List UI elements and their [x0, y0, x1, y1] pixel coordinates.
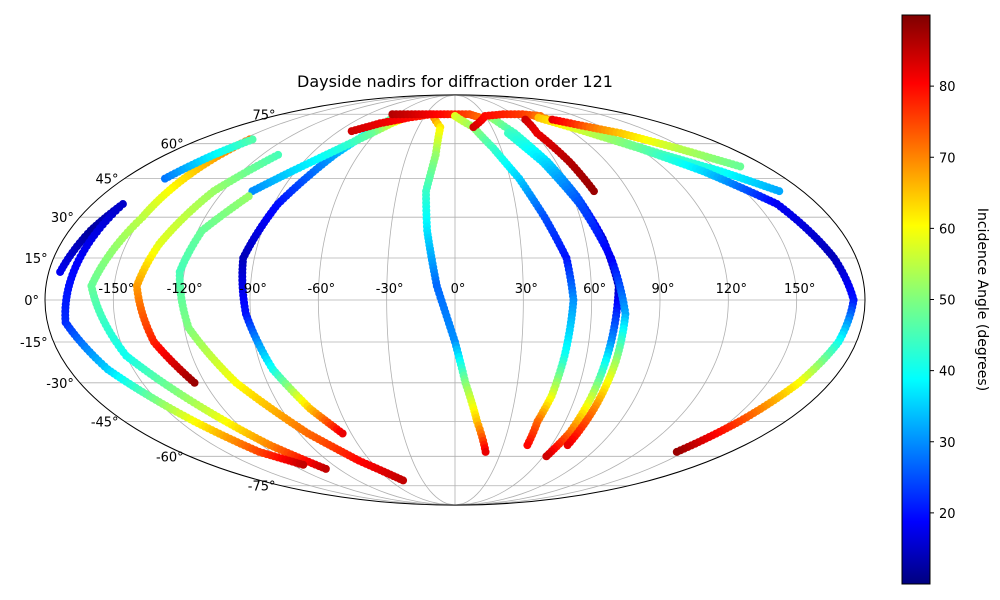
lat-tick-label: -45° — [91, 415, 119, 430]
lon-tick-label: -90° — [239, 282, 267, 297]
colorbar-tick-label: 80 — [939, 80, 956, 95]
lon-tick-label: -120° — [167, 282, 203, 297]
lat-tick-label: -60° — [156, 450, 184, 465]
data-point — [736, 162, 745, 171]
chart-title: Dayside nadirs for diffraction order 121 — [297, 72, 613, 91]
data-point — [481, 447, 490, 456]
lon-tick-label: -30° — [376, 282, 404, 297]
lon-tick-label: 30° — [515, 282, 538, 297]
lat-tick-label: 0° — [24, 294, 39, 309]
data-point — [399, 476, 408, 485]
lon-tick-label: 120° — [716, 282, 747, 297]
graticule — [45, 94, 865, 506]
latitude-tick-labels: -75° -60° -45° -30° -15° 0° 15° 30° 45° 60° 75° — [20, 108, 276, 494]
colorbar-label: Incidence Angle (degrees) — [974, 208, 990, 391]
lat-tick-label: 60° — [161, 138, 184, 153]
data-point — [542, 452, 551, 461]
lon-tick-label: -150° — [98, 282, 134, 297]
data-point — [190, 378, 199, 387]
data-point — [672, 447, 681, 456]
lon-tick-label: -60° — [307, 282, 335, 297]
lat-tick-label: -15° — [20, 336, 48, 351]
longitude-tick-labels: -150° -120° -90° -60° -30° 0° 30° 60° 90° 120° 150… — [98, 282, 815, 297]
lon-tick-label: 0° — [451, 282, 466, 297]
lat-tick-label: -75° — [248, 480, 276, 495]
lat-tick-label: -30° — [46, 377, 74, 392]
colorbar-tick-label: 30 — [939, 436, 956, 451]
map-outline — [44, 94, 866, 506]
data-point — [321, 464, 330, 473]
colorbar-ticks: 20 30 40 50 60 70 80 — [930, 80, 956, 522]
colorbar-tick-label: 50 — [939, 294, 956, 309]
data-point — [523, 441, 532, 450]
data-point — [589, 187, 598, 196]
lat-tick-label: 30° — [51, 211, 74, 226]
colorbar-tick-label: 60 — [939, 222, 956, 237]
lat-tick-label: 75° — [252, 108, 275, 123]
data-points — [56, 110, 858, 485]
data-point — [563, 441, 572, 450]
data-point — [775, 187, 784, 196]
lat-tick-label: 45° — [96, 173, 119, 188]
colorbar-tick-label: 70 — [939, 151, 956, 166]
data-point — [299, 460, 308, 469]
data-point — [338, 429, 347, 438]
colorbar-tick-label: 20 — [939, 507, 956, 522]
data-point — [248, 135, 257, 144]
lon-tick-label: 60° — [583, 282, 606, 297]
colorbar — [901, 14, 931, 585]
colorbar-tick-label: 40 — [939, 365, 956, 380]
lon-tick-label: 150° — [784, 282, 815, 297]
lon-tick-label: 90° — [651, 282, 674, 297]
lat-tick-label: 15° — [25, 252, 48, 267]
